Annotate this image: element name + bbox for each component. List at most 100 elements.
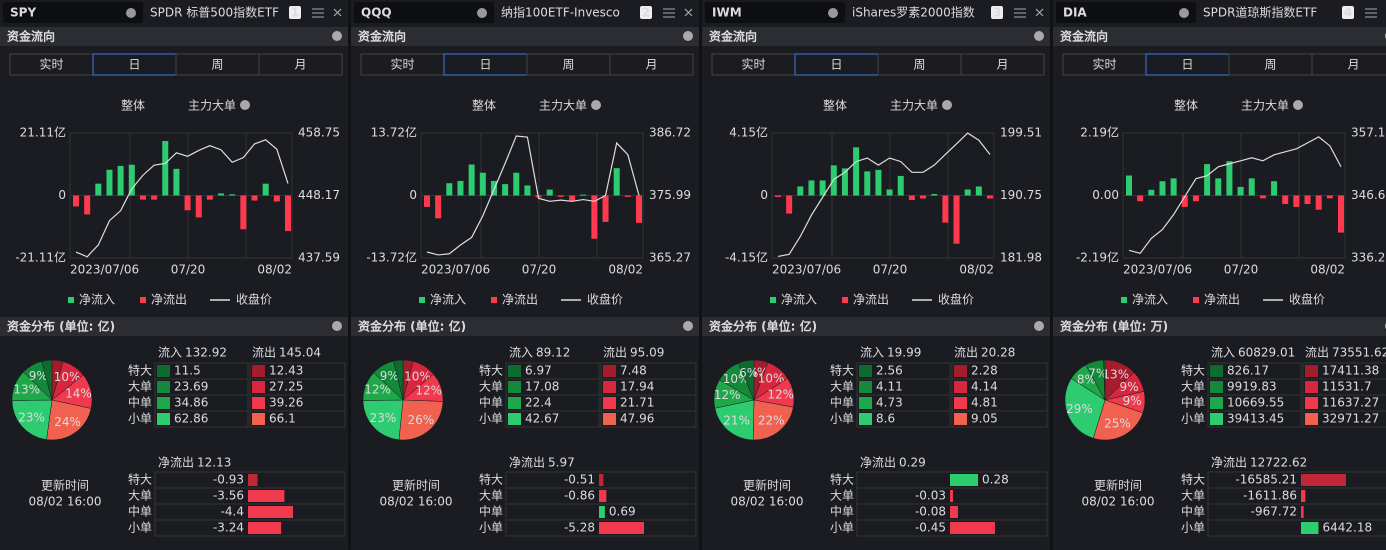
clear-icon[interactable] [477, 8, 487, 18]
settings-icon[interactable] [1365, 8, 1377, 18]
cell [505, 519, 697, 537]
index: 2 [642, 6, 650, 20]
y-tick-label: -4.15亿 [725, 250, 768, 265]
tab-label: 实时 [390, 57, 414, 72]
pie-slice [393, 359, 404, 401]
close-icon[interactable] [333, 8, 342, 17]
tab-label: 实时 [1092, 57, 1116, 72]
flow-bar [875, 169, 882, 196]
legend-swatch [770, 297, 776, 303]
tab[interactable] [960, 53, 1045, 76]
update-time: 08/02 16:00 [1082, 495, 1155, 509]
settings-icon[interactable] [312, 8, 324, 18]
net-bar [1301, 506, 1304, 518]
outflow-value: 27.25 [269, 380, 303, 394]
cell-swatch [252, 365, 265, 377]
mode[interactable]: 整体 [823, 98, 847, 113]
cell [951, 410, 1048, 428]
row-label: 大单 [1181, 489, 1205, 503]
index: 4 [1344, 6, 1352, 20]
net-label: 净流出 [509, 456, 545, 470]
x-tick-label: 08/02 [608, 263, 643, 277]
cell-swatch [157, 413, 170, 425]
flow-bar [797, 186, 804, 196]
inflow-value: 39413.45 [1227, 412, 1284, 426]
mode[interactable]: 主力大单 [1241, 99, 1289, 113]
legend-label: 收盘价 [1289, 292, 1325, 307]
mode[interactable]: 整体 [472, 98, 496, 113]
y2-tick-label: 199.51 [1000, 126, 1042, 140]
y-tick-label: -13.72亿 [366, 250, 417, 265]
y2-tick-label: 190.75 [1000, 188, 1042, 202]
cell-swatch [603, 381, 616, 393]
symbol-input[interactable] [354, 2, 494, 23]
section-header [702, 317, 1050, 336]
cell [505, 410, 600, 428]
symbol-input[interactable] [705, 2, 845, 23]
panel-bg [351, 0, 699, 550]
legend-label: 收盘价 [236, 292, 272, 307]
tab[interactable] [609, 53, 694, 76]
inflow-value: 8.6 [876, 412, 895, 426]
section-title: 资金分布 (单位: 亿) [7, 319, 115, 334]
flow-bar [987, 195, 993, 199]
outflow-label: 流出 [1305, 346, 1329, 360]
cell-swatch [1305, 365, 1318, 377]
symbol-input[interactable] [1056, 2, 1196, 23]
legend-swatch [491, 297, 497, 303]
legend-label: 净流出 [502, 293, 538, 307]
clear-icon[interactable] [828, 8, 838, 18]
flow-bar [468, 164, 475, 196]
net-bar [248, 522, 282, 534]
y2-tick-label: 448.17 [298, 188, 340, 202]
flow-bar [240, 195, 247, 230]
tab-label: 实时 [39, 57, 63, 72]
flow-bar [1326, 195, 1333, 199]
net-value: -0.45 [915, 521, 946, 535]
outflow-value: 4.81 [971, 396, 998, 410]
settings-icon[interactable] [1014, 8, 1026, 18]
clear-icon[interactable] [126, 8, 136, 18]
x-tick-label: 07/20 [171, 263, 206, 277]
mode[interactable]: 主力大单 [188, 99, 236, 113]
mode[interactable]: 整体 [121, 98, 145, 113]
cell-swatch [859, 381, 872, 393]
cell-swatch [508, 365, 521, 377]
legend-swatch [1193, 297, 1199, 303]
mode[interactable]: 主力大单 [890, 99, 938, 113]
mode[interactable]: 整体 [1174, 98, 1198, 113]
section-title: 资金流向 [7, 29, 55, 44]
flow-bar [524, 185, 531, 196]
close-icon[interactable] [684, 8, 693, 17]
row-label: 特大 [1181, 363, 1205, 378]
y2-tick-label: 346.69 [1351, 188, 1386, 202]
y2-tick-label: 458.75 [298, 126, 340, 140]
mode[interactable]: 主力大单 [539, 99, 587, 113]
tab-label: 周 [562, 58, 574, 72]
row-label: 中单 [128, 395, 152, 410]
price-line [1128, 136, 1342, 255]
help-icon [1293, 100, 1303, 110]
x-tick-label: 2023/07/06 [772, 263, 841, 277]
cell-swatch [1210, 381, 1223, 393]
legend-label: 净流入 [79, 293, 115, 307]
net-total: 5.97 [548, 456, 575, 470]
settings-icon[interactable] [663, 8, 675, 18]
row-label: 小单 [830, 412, 854, 426]
pie-label: 25% [1104, 417, 1131, 431]
row-label: 特大 [479, 363, 503, 378]
row-label: 特大 [1181, 472, 1205, 487]
close-icon[interactable] [1035, 8, 1044, 17]
symbol-input[interactable] [3, 2, 143, 23]
flow-bar [1282, 195, 1289, 205]
y-tick-label: 0.00 [1092, 188, 1119, 202]
tab[interactable] [258, 53, 343, 76]
pie-label: 26% [408, 413, 435, 427]
y-tick-label: 0 [58, 188, 66, 202]
flow-bar [624, 195, 631, 197]
clear-icon[interactable] [1179, 8, 1189, 18]
flow-bar [84, 195, 91, 215]
section-title: 资金流向 [1060, 29, 1108, 44]
tab[interactable] [1311, 53, 1386, 76]
flow-bar [775, 195, 781, 198]
